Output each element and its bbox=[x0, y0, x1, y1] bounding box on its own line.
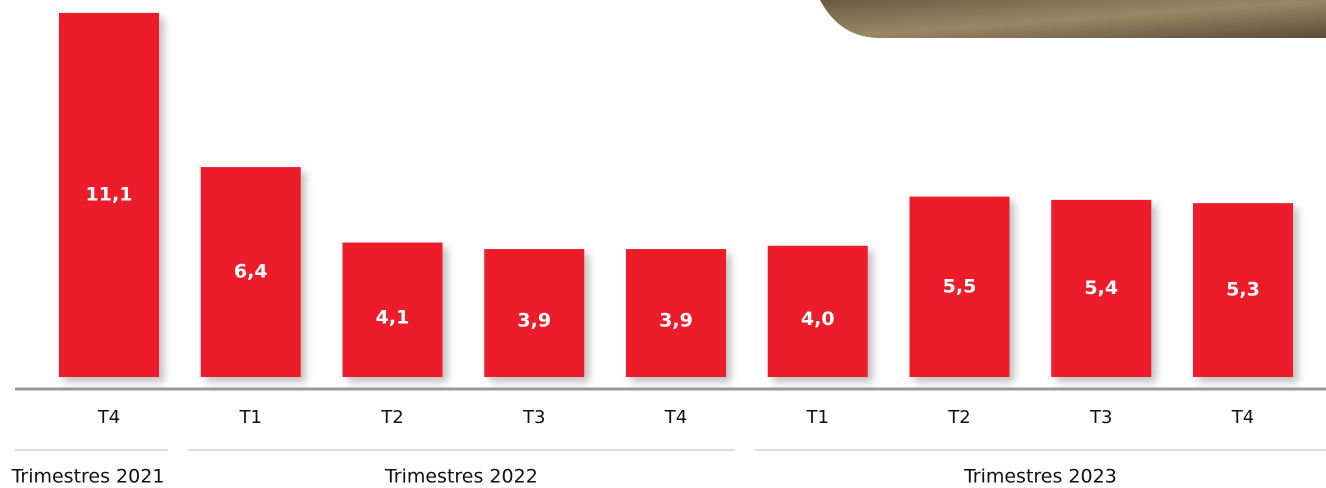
bar bbox=[767, 245, 868, 377]
x-tick-label: T4 bbox=[97, 407, 120, 428]
group-label: Trimestres 2021 bbox=[11, 466, 165, 488]
value-label: 5,3 bbox=[1226, 279, 1260, 301]
value-label: 4,1 bbox=[376, 306, 410, 328]
x-tick-label: T2 bbox=[380, 407, 403, 428]
value-label: 3,9 bbox=[517, 310, 551, 332]
value-label: 5,4 bbox=[1084, 277, 1118, 299]
bar bbox=[200, 167, 301, 377]
x-tick-label: T2 bbox=[947, 407, 970, 428]
photo bbox=[820, 0, 1326, 38]
value-label: 4,0 bbox=[801, 308, 835, 330]
bar bbox=[1193, 203, 1293, 377]
value-label: 3,9 bbox=[659, 310, 693, 332]
value-label: 5,5 bbox=[943, 275, 977, 297]
x-tick-label: T4 bbox=[1231, 407, 1254, 428]
x-tick-label: T1 bbox=[806, 407, 829, 428]
bar bbox=[909, 196, 1010, 377]
value-label: 6,4 bbox=[234, 261, 268, 283]
group-label: Trimestres 2023 bbox=[963, 466, 1117, 488]
bar bbox=[484, 249, 585, 377]
value-label: 11,1 bbox=[86, 183, 133, 205]
bar bbox=[342, 242, 443, 377]
bar bbox=[59, 12, 159, 377]
group-label: Trimestres 2022 bbox=[384, 466, 538, 488]
x-tick-label: T3 bbox=[1089, 407, 1112, 428]
x-tick-label: T4 bbox=[664, 407, 687, 428]
bar bbox=[1051, 199, 1152, 377]
x-tick-label: T3 bbox=[522, 407, 545, 428]
x-tick-label: T1 bbox=[239, 407, 262, 428]
bar bbox=[626, 249, 726, 377]
